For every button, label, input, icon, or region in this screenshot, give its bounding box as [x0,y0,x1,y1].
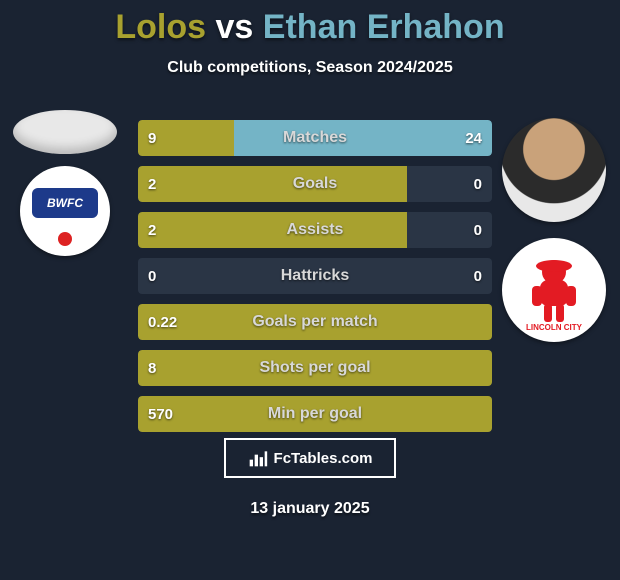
vs-text: vs [216,8,254,46]
stat-label: Assists [138,212,492,248]
comparison-title: Lolos vs Ethan Erhahon [0,0,620,47]
stat-row: Min per goal570 [138,396,492,432]
stat-value-left: 9 [148,120,156,156]
bolton-rose-icon [58,232,72,246]
date-text: 13 january 2025 [0,500,620,518]
stat-value-right: 24 [465,120,482,156]
stat-value-left: 0.22 [148,304,177,340]
stat-value-left: 0 [148,258,156,294]
left-badges-column: BWFC [10,110,120,256]
stat-label: Hattricks [138,258,492,294]
bolton-club-crest-icon: BWFC [20,166,110,256]
stat-label: Matches [138,120,492,156]
stats-bars-area: Matches924Goals20Assists20Hattricks00Goa… [138,120,492,442]
svg-text:LINCOLN CITY: LINCOLN CITY [526,323,583,332]
stat-value-right: 0 [474,166,482,202]
stat-label: Goals per match [138,304,492,340]
stat-row: Assists2 0 [138,212,492,248]
right-badges-column: LINCOLN CITY [500,118,608,342]
stat-value-left: 2 [148,212,156,248]
stat-value-left: 2 [148,166,156,202]
branding-text: FcTables.com [274,450,373,467]
lincoln-club-crest-icon: LINCOLN CITY [502,238,606,342]
stat-label: Shots per goal [138,350,492,386]
player1-name: Lolos [115,8,206,46]
stat-row: Shots per goal8 [138,350,492,386]
player2-name: Ethan Erhahon [263,8,505,46]
stat-value-left: 8 [148,350,156,386]
stat-row: Matches9 24 [138,120,492,156]
stat-value-right: 0 [474,212,482,248]
player1-placeholder-icon [13,110,117,154]
bar-chart-icon [248,448,268,468]
stat-label: Goals [138,166,492,202]
stat-value-left: 570 [148,396,173,432]
stat-value-right: 0 [474,258,482,294]
stat-row: Hattricks0 0 [138,258,492,294]
stat-row: Goals2 0 [138,166,492,202]
stat-label: Min per goal [138,396,492,432]
stat-row: Goals per match0.22 [138,304,492,340]
subtitle: Club competitions, Season 2024/2025 [0,59,620,77]
bolton-ribbon-text: BWFC [32,188,98,218]
player2-avatar-icon [502,118,606,222]
fctables-branding: FcTables.com [224,438,396,478]
